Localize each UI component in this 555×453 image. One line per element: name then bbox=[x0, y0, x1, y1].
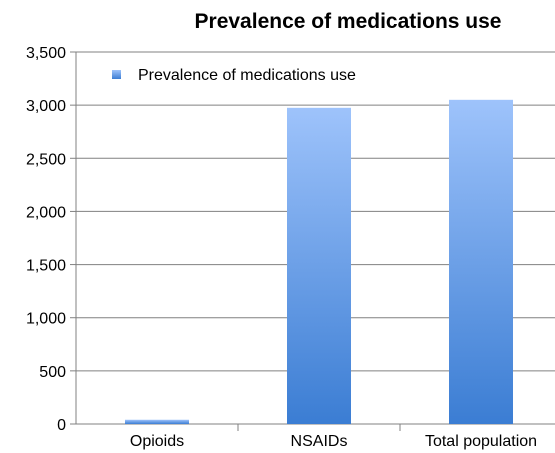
x-category-label: Opioids bbox=[130, 433, 184, 450]
legend: Prevalence of medications use bbox=[112, 67, 356, 84]
y-tick-labels: 0 500 1,000 1,500 2,000 2,500 3,000 3,500 bbox=[26, 45, 66, 434]
bar-nsaids bbox=[287, 107, 351, 425]
legend-swatch bbox=[112, 70, 121, 79]
y-tick-label: 2,000 bbox=[26, 204, 66, 221]
y-tick-label: 0 bbox=[57, 417, 66, 434]
y-tick-label: 1,500 bbox=[26, 258, 66, 275]
chart-title: Prevalence of medications use bbox=[194, 10, 502, 33]
y-tick-label: 2,500 bbox=[26, 151, 66, 168]
y-tick-label: 500 bbox=[39, 364, 66, 381]
x-category-labels: Opioids NSAIDs Total population bbox=[130, 433, 537, 450]
y-tick-label: 3,500 bbox=[26, 45, 66, 62]
x-category-label: NSAIDs bbox=[291, 433, 348, 450]
bar-total-population bbox=[449, 99, 513, 424]
bar-opioids bbox=[125, 419, 189, 424]
bars bbox=[125, 99, 513, 425]
x-category-label: Total population bbox=[425, 433, 537, 450]
y-tick-label: 1,000 bbox=[26, 311, 66, 328]
legend-label: Prevalence of medications use bbox=[138, 67, 356, 84]
y-tick-label: 3,000 bbox=[26, 98, 66, 115]
